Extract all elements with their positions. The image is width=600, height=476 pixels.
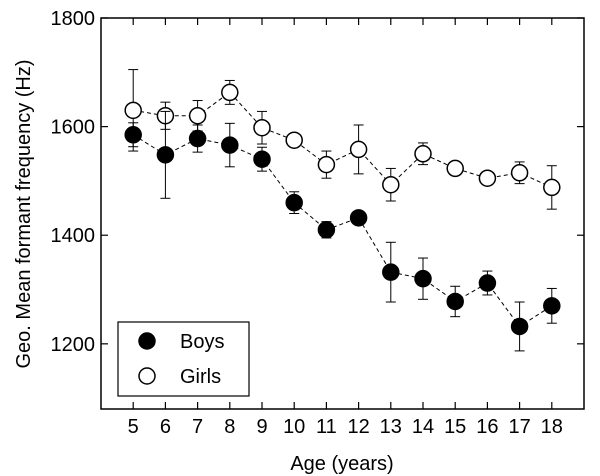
- axis-ticks: 1200 1400 1600 1800 5 6 7 8 9 10 11 12 13 14 15 16 17 18: [51, 8, 584, 438]
- boys-data-point: [124, 126, 142, 144]
- girls-data-point: [188, 107, 207, 125]
- boys-data-point: [285, 193, 303, 212]
- girls-data-point: [382, 175, 400, 194]
- x-tick-label: 18: [541, 416, 563, 438]
- boys-data-point: [317, 221, 336, 239]
- boys-data-point: [414, 269, 432, 288]
- boys-data-point: [188, 129, 207, 148]
- boys-data-point: [253, 150, 271, 168]
- x-tick-label: 10: [283, 416, 305, 438]
- x-tick-label: 16: [476, 416, 498, 438]
- series-boys: [124, 110, 561, 352]
- x-tick-label: 8: [224, 416, 235, 438]
- legend-marker-girls: [138, 367, 156, 385]
- girls-data-point: [510, 164, 529, 182]
- girls-data-point: [221, 83, 239, 102]
- girls-data-point: [124, 101, 142, 120]
- y-tick-label: 1400: [51, 225, 96, 247]
- legend: Boys Girls: [117, 321, 250, 397]
- x-tick-label: 15: [444, 416, 466, 438]
- x-tick-label: 6: [160, 416, 171, 438]
- x-tick-label: 5: [128, 416, 139, 438]
- girls-data-point: [478, 169, 497, 187]
- boys-data-point: [543, 297, 561, 315]
- boys-data-point: [382, 263, 400, 281]
- boys-series-line: [132, 134, 553, 328]
- legend-marker-boys: [138, 332, 156, 350]
- boys-data-point: [156, 146, 175, 164]
- x-axis-label: Age (years): [290, 453, 393, 475]
- girls-data-point: [543, 178, 561, 197]
- x-tick-label: 11: [316, 416, 337, 438]
- x-tick-label: 14: [412, 416, 434, 438]
- y-tick-label: 1600: [51, 117, 96, 139]
- x-tick-label: 13: [380, 416, 402, 438]
- girls-data-point: [285, 131, 303, 149]
- x-tick-label: 12: [347, 416, 369, 438]
- boys-data-point: [510, 317, 529, 336]
- y-tick-label: 1800: [51, 8, 96, 30]
- series-girls: [124, 69, 561, 210]
- series-layer: [124, 69, 561, 352]
- girls-data-point: [253, 118, 271, 137]
- y-axis-label: Geo. Mean formant frequency (Hz): [13, 59, 35, 368]
- girls-data-point: [317, 155, 336, 174]
- boys-data-point: [446, 292, 464, 311]
- legend-box: [117, 321, 250, 397]
- plot-frame: [100, 17, 585, 410]
- x-tick-label: 7: [192, 416, 203, 438]
- boys-data-point: [478, 274, 497, 292]
- girls-data-point: [446, 159, 464, 178]
- legend-label-girls: Girls: [180, 366, 221, 388]
- x-tick-label: 9: [256, 416, 267, 438]
- girls-data-point: [414, 145, 432, 163]
- boys-data-point: [221, 136, 239, 154]
- boys-data-point: [349, 209, 368, 227]
- x-tick-label: 17: [508, 416, 530, 438]
- y-tick-label: 1200: [51, 334, 96, 356]
- legend-label-boys: Boys: [180, 331, 224, 353]
- girls-data-point: [349, 140, 368, 159]
